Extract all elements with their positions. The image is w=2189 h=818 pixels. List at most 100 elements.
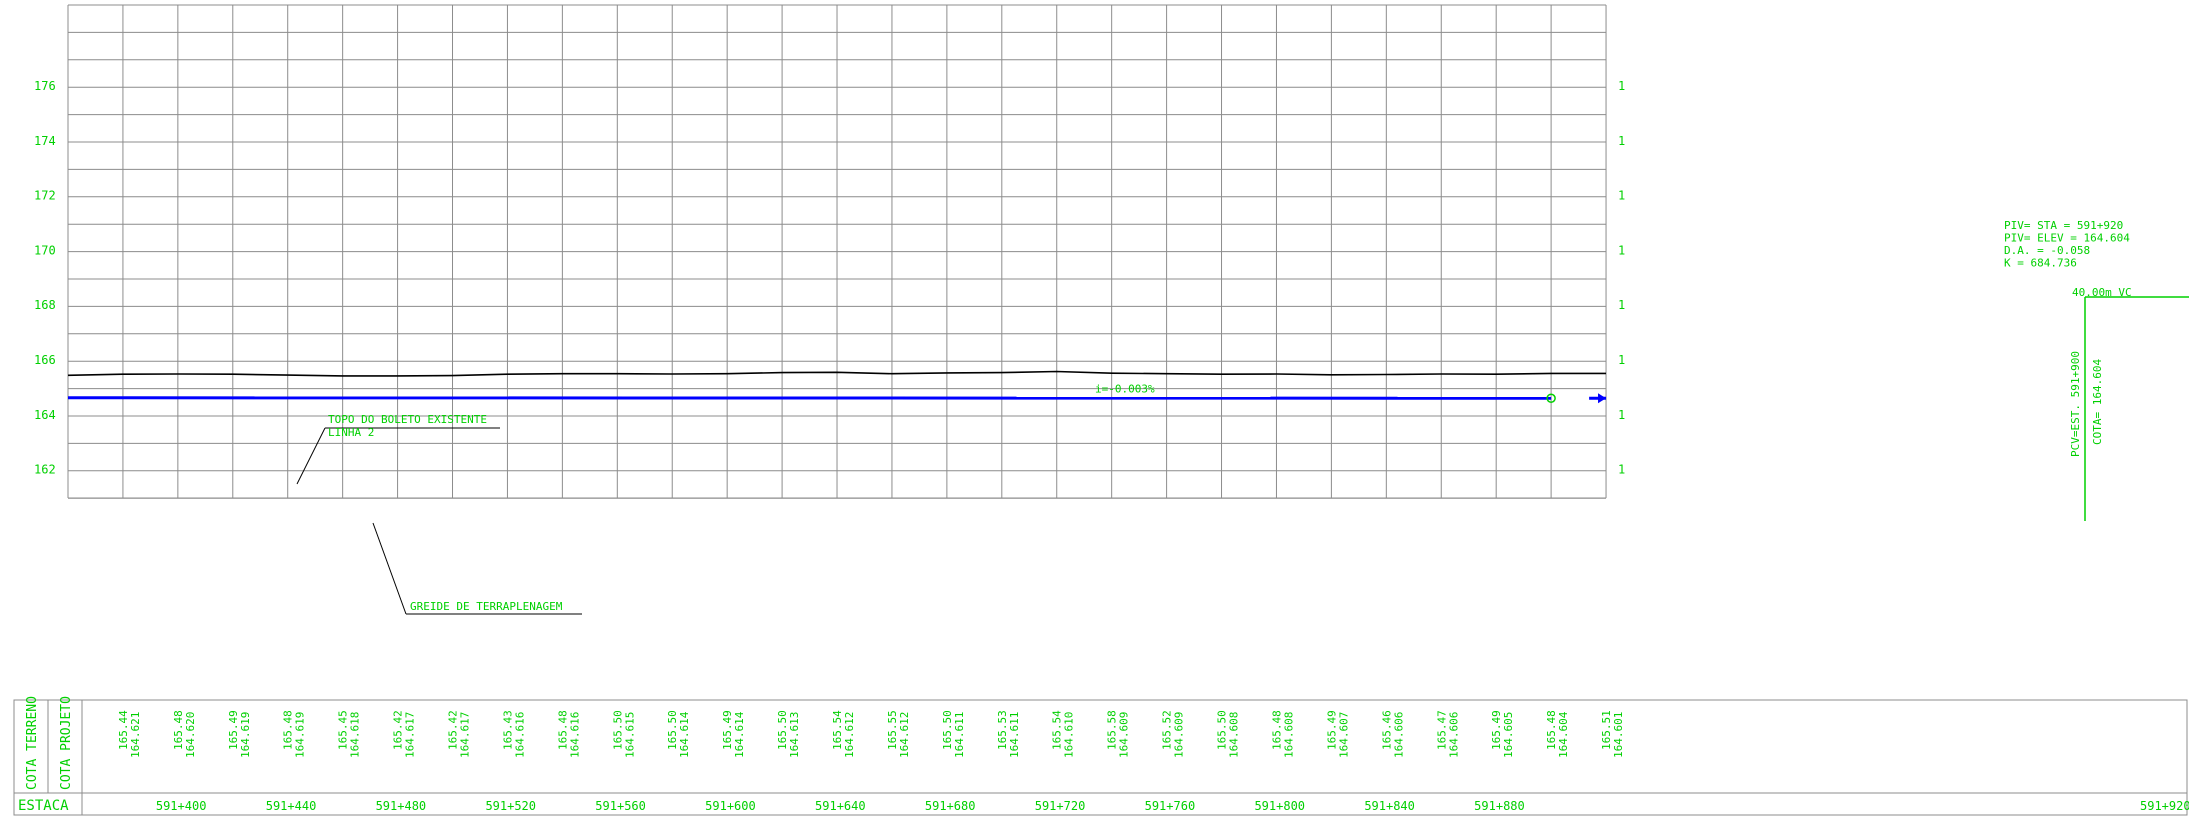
grid [67,4,1607,499]
cota-terreno-value: 165.54 [1051,710,1064,750]
estaca-label: 591+800 [1254,799,1305,813]
y-tick-label: 164 [34,408,56,422]
piv-line1: PIV= STA = 591+920 [2004,219,2123,232]
cota-projeto-value: 164.606 [1447,712,1460,758]
cota-terreno-value: 165.52 [1161,710,1174,750]
y-axis-ticks: 176 1 174 1 172 1 170 1 168 1 166 1 164 1 162 1 [34,79,1625,477]
cota-terreno-value: 165.48 [282,710,295,750]
header-cota-terreno: COTA TERRENO [25,696,40,790]
y-tick-label: 176 [34,79,56,93]
cota-terreno-value: 165.50 [611,710,624,750]
grade-leader [372,522,407,615]
y-tick-label-right: 1 [1618,353,1625,367]
cota-projeto-value: 164.610 [1063,712,1076,758]
piv-line2: PIV= ELEV = 164.604 [2004,232,2130,245]
cota-label: COTA= 164.604 [2091,359,2104,445]
grade-arrow [1598,393,1607,404]
y-tick-label: 172 [34,189,56,203]
y-tick-label-right: 1 [1618,134,1625,148]
cota-terreno-value: 165.48 [1270,710,1283,750]
cota-terreno-value: 165.49 [1325,710,1338,750]
cota-projeto-value: 164.609 [1118,712,1131,758]
cota-terreno-value: 165.47 [1435,710,1448,750]
cota-projeto-value: 164.616 [513,712,526,758]
estaca-label: 591+440 [266,799,317,813]
y-tick-label: 170 [34,243,56,257]
cota-terreno-value: 165.49 [721,710,734,750]
cota-projeto-value: 164.619 [294,712,307,758]
cota-projeto-value: 164.605 [1502,712,1515,758]
vc-label: 40.00m VC [2072,286,2132,299]
y-tick-label: 174 [34,134,56,148]
cota-projeto-value: 164.620 [184,712,197,758]
y-tick-label: 162 [34,463,56,477]
cota-projeto-value: 164.616 [568,712,581,758]
cota-terreno-value: 165.46 [1380,710,1393,750]
cota-projeto-value: 164.608 [1282,712,1295,758]
cota-terreno-value: 165.48 [172,710,185,750]
profile-lines [67,370,1607,404]
y-tick-label-right: 1 [1618,79,1625,93]
y-tick-label: 168 [34,298,56,312]
estaca-label: 591+920 [2140,799,2189,813]
y-tick-label-right: 1 [1618,189,1625,203]
estaca-label: 591+680 [925,799,976,813]
cota-terreno-value: 165.42 [447,710,460,750]
cota-projeto-value: 164.611 [1008,712,1021,758]
terrain-label: TOPO DO BOLETO EXISTENTE [328,413,487,426]
header-estaca: ESTACA [18,798,69,814]
pcv-point [1546,393,1556,404]
y-tick-label-right: 1 [1618,463,1625,477]
piv-line3: D.A. = -0.058 [2004,244,2090,257]
cota-terreno-value: 165.53 [996,710,1009,750]
cota-projeto-value: 164.601 [1612,712,1625,758]
estaca-label: 591+760 [1145,799,1196,813]
cota-projeto-value: 164.617 [459,712,472,758]
estaca-label: 591+720 [1035,799,1086,813]
terrain-label-line2: LINHA 2 [328,426,374,439]
cota-projeto-value: 164.612 [843,712,856,758]
estaca-label: 591+880 [1474,799,1525,813]
terrain-line [67,370,1606,377]
cota-terreno-value: 165.48 [556,710,569,750]
cota-terreno-value: 165.58 [1106,710,1119,750]
cota-projeto-value: 164.617 [404,712,417,758]
pcv-label: PCV=EST. 591+900 [2069,351,2082,457]
cota-projeto-value: 164.612 [898,712,911,758]
cota-terreno-value: 165.54 [831,710,844,750]
cota-projeto-value: 164.621 [129,712,142,758]
cota-projeto-value: 164.614 [733,711,746,758]
cota-terreno-value: 165.42 [392,710,405,750]
cota-terreno-value: 165.55 [886,710,899,750]
y-tick-label: 166 [34,353,56,367]
estaca-label: 591+640 [815,799,866,813]
cota-projeto-value: 164.606 [1392,712,1405,758]
cota-terreno-value: 165.50 [666,710,679,750]
terrain-leader [296,427,326,485]
y-tick-label-right: 1 [1618,298,1625,312]
cota-terreno-value: 165.48 [1545,710,1558,750]
table-frame [13,699,2188,816]
cota-terreno-value: 165.51 [1600,710,1613,750]
cota-projeto-value: 164.614 [678,711,691,758]
estaca-label: 591+840 [1364,799,1415,813]
cota-terreno-value: 165.44 [117,710,130,750]
estaca-label: 591+520 [485,799,536,813]
cota-projeto-value: 164.618 [349,712,362,758]
cota-terreno-value: 165.49 [227,710,240,750]
piv-line4: K = 684.736 [2004,257,2077,270]
cota-projeto-value: 164.613 [788,712,801,758]
cota-projeto-value: 164.604 [1557,711,1570,758]
cota-projeto-value: 164.607 [1337,712,1350,758]
cota-terreno-value: 165.50 [941,710,954,750]
slope-label: i=-0.003% [1095,382,1155,395]
cota-projeto-value: 164.619 [239,712,252,758]
grade-label: GREIDE DE TERRAPLENAGEM [410,600,563,613]
estaca-label: 591+560 [595,799,646,813]
estaca-label: 591+400 [156,799,207,813]
header-cota-projeto: COTA PROJETO [59,696,74,790]
cota-terreno-value: 165.43 [501,710,514,750]
cota-terreno-value: 165.50 [1216,710,1229,750]
